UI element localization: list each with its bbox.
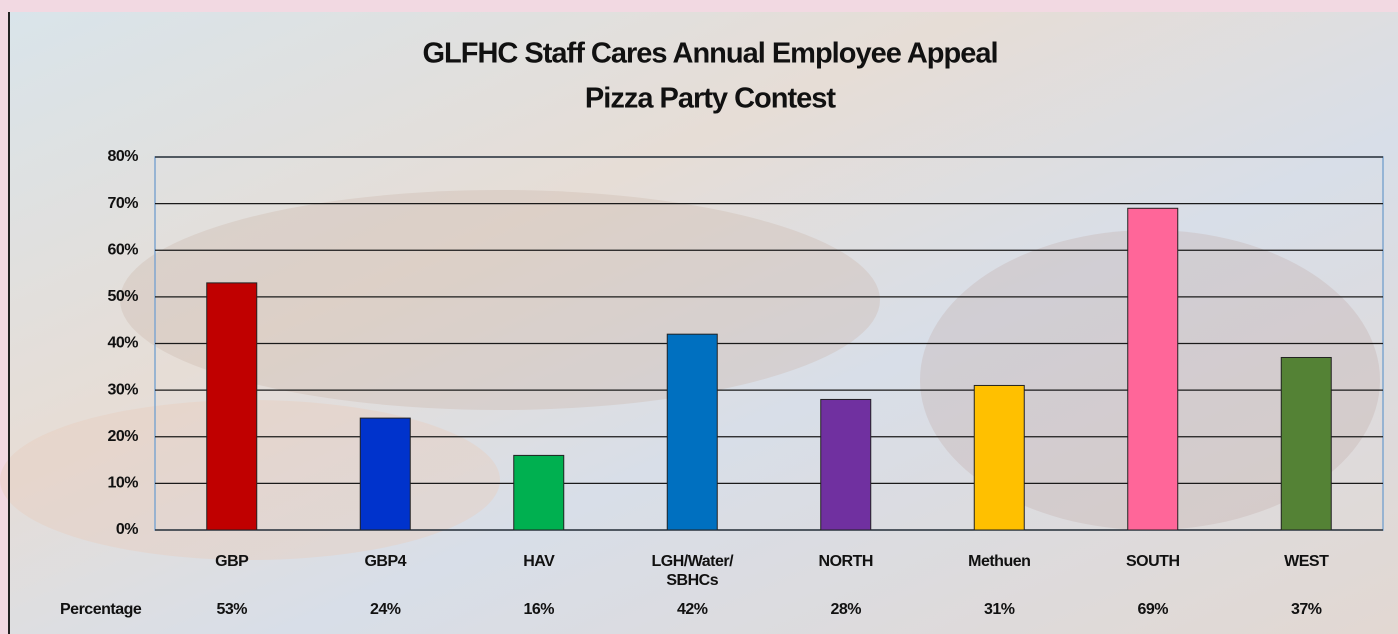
y-tick-label: 10%: [107, 475, 138, 492]
value-label: 31%: [984, 601, 1015, 618]
value-label: 53%: [216, 601, 247, 618]
y-tick-label: 70%: [107, 195, 138, 212]
x-tick-label: Methuen: [944, 552, 1054, 571]
x-tick-label: GBP4: [330, 552, 440, 571]
y-tick-label: 0%: [116, 521, 138, 538]
value-label: 42%: [677, 601, 708, 618]
bar: [974, 385, 1024, 530]
y-tick-label: 60%: [107, 241, 138, 258]
page: GLFHC Staff Cares Annual Employee Appeal…: [0, 0, 1398, 634]
value-label: 28%: [830, 601, 861, 618]
bar: [1128, 208, 1178, 530]
chart-title: GLFHC Staff Cares Annual Employee Appeal: [422, 38, 997, 70]
bar: [667, 334, 717, 530]
y-tick-label: 30%: [107, 381, 138, 398]
x-tick-label: SOUTH: [1098, 552, 1208, 571]
y-tick-label: 40%: [107, 335, 138, 352]
chart-subtitle: Pizza Party Contest: [585, 83, 836, 115]
value-label: 24%: [370, 601, 401, 618]
x-tick-label: HAV: [484, 552, 594, 571]
value-label: 37%: [1291, 601, 1322, 618]
value-label: 69%: [1137, 601, 1168, 618]
x-tick-label: NORTH: [791, 552, 901, 571]
y-tick-label: 20%: [107, 428, 138, 445]
bar: [1281, 357, 1331, 530]
bar: [360, 418, 410, 530]
chart: GLFHC Staff Cares Annual Employee Appeal…: [0, 0, 1398, 634]
x-tick-label: WEST: [1251, 552, 1361, 571]
x-tick-label: GBP: [177, 552, 287, 571]
bar: [207, 283, 257, 530]
x-tick-label: LGH/Water/ SBHCs: [637, 552, 747, 590]
y-tick-label: 50%: [107, 288, 138, 305]
value-label: 16%: [523, 601, 554, 618]
bar: [514, 455, 564, 530]
table-row-header: Percentage: [60, 601, 142, 618]
bar: [821, 399, 871, 530]
y-tick-label: 80%: [107, 148, 138, 165]
